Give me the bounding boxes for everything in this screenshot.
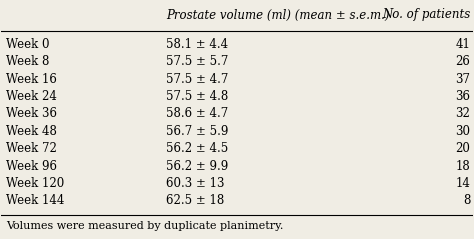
Text: Week 144: Week 144 [6,194,64,207]
Text: 8: 8 [463,194,470,207]
Text: Week 8: Week 8 [6,55,49,68]
Text: Week 120: Week 120 [6,177,64,190]
Text: Week 96: Week 96 [6,160,57,173]
Text: Week 24: Week 24 [6,90,57,103]
Text: Week 36: Week 36 [6,108,57,120]
Text: 62.5 ± 18: 62.5 ± 18 [166,194,225,207]
Text: Prostate volume (ml) (mean ± s.e.m.): Prostate volume (ml) (mean ± s.e.m.) [166,8,390,22]
Text: 41: 41 [456,38,470,51]
Text: 58.1 ± 4.4: 58.1 ± 4.4 [166,38,228,51]
Text: Week 0: Week 0 [6,38,50,51]
Text: 26: 26 [456,55,470,68]
Text: 14: 14 [456,177,470,190]
Text: No. of patients: No. of patients [382,8,470,22]
Text: Week 72: Week 72 [6,142,57,155]
Text: Week 16: Week 16 [6,73,57,86]
Text: 57.5 ± 5.7: 57.5 ± 5.7 [166,55,228,68]
Text: 37: 37 [455,73,470,86]
Text: 58.6 ± 4.7: 58.6 ± 4.7 [166,108,228,120]
Text: 56.2 ± 9.9: 56.2 ± 9.9 [166,160,228,173]
Text: Volumes were measured by duplicate planimetry.: Volumes were measured by duplicate plani… [6,221,283,231]
Text: 30: 30 [455,125,470,138]
Text: 60.3 ± 13: 60.3 ± 13 [166,177,225,190]
Text: Week 48: Week 48 [6,125,57,138]
Text: 18: 18 [456,160,470,173]
Text: 56.7 ± 5.9: 56.7 ± 5.9 [166,125,228,138]
Text: 56.2 ± 4.5: 56.2 ± 4.5 [166,142,228,155]
Text: 57.5 ± 4.8: 57.5 ± 4.8 [166,90,228,103]
Text: 57.5 ± 4.7: 57.5 ± 4.7 [166,73,228,86]
Text: 36: 36 [455,90,470,103]
Text: 32: 32 [456,108,470,120]
Text: 20: 20 [456,142,470,155]
